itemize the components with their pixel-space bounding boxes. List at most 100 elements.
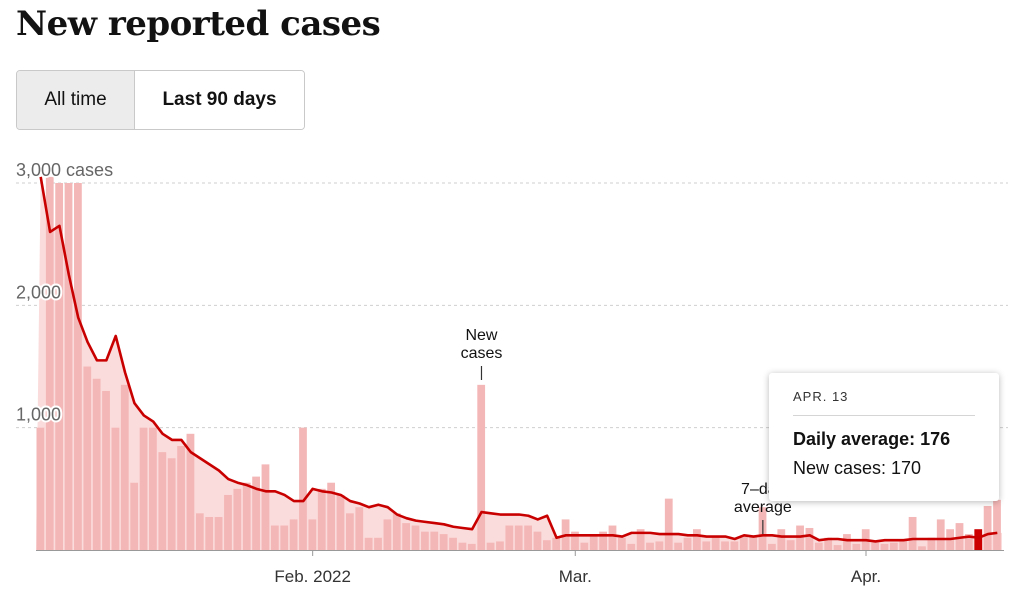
last-90-days-button[interactable]: Last 90 days xyxy=(134,71,304,129)
case-bar[interactable] xyxy=(364,537,373,550)
case-bar[interactable] xyxy=(664,498,673,550)
case-bar[interactable] xyxy=(983,505,992,550)
case-bar[interactable] xyxy=(149,427,157,550)
case-bar[interactable] xyxy=(449,537,457,550)
case-bar[interactable] xyxy=(814,542,823,550)
case-bar[interactable] xyxy=(383,519,392,550)
tooltip-divider xyxy=(793,415,975,416)
case-bar[interactable] xyxy=(496,541,504,550)
case-bar[interactable] xyxy=(524,525,532,550)
case-bar[interactable] xyxy=(552,537,561,550)
case-bar[interactable] xyxy=(674,542,683,550)
case-bar[interactable] xyxy=(430,531,439,550)
case-bar[interactable] xyxy=(580,542,589,550)
case-bar[interactable] xyxy=(458,542,467,550)
case-bar[interactable] xyxy=(130,482,139,550)
case-bar[interactable] xyxy=(195,513,204,550)
case-bar[interactable] xyxy=(739,535,748,550)
case-bar[interactable] xyxy=(270,525,279,550)
case-bar[interactable] xyxy=(477,384,486,550)
case-bar[interactable] xyxy=(224,494,232,550)
case-bar[interactable] xyxy=(880,543,889,550)
case-bar[interactable] xyxy=(702,541,711,550)
case-bar[interactable] xyxy=(871,542,879,550)
case-bar[interactable] xyxy=(392,513,401,550)
case-bar[interactable] xyxy=(749,535,758,550)
case-bar[interactable] xyxy=(693,529,701,550)
case-bar[interactable] xyxy=(974,529,983,550)
case-bar[interactable] xyxy=(627,543,636,550)
case-bar[interactable] xyxy=(36,427,45,550)
case-bar[interactable] xyxy=(636,529,645,550)
case-bar[interactable] xyxy=(317,488,326,550)
case-bar[interactable] xyxy=(158,452,167,550)
all-time-button[interactable]: All time xyxy=(17,71,134,129)
case-bar[interactable] xyxy=(45,176,54,550)
case-bar[interactable] xyxy=(186,433,195,550)
case-bar[interactable] xyxy=(889,542,898,550)
case-bar[interactable] xyxy=(55,183,64,550)
case-bar[interactable] xyxy=(177,446,185,550)
case-bar[interactable] xyxy=(683,537,692,550)
case-bar[interactable] xyxy=(608,525,617,550)
case-bar[interactable] xyxy=(542,540,551,550)
case-bar[interactable] xyxy=(927,537,936,550)
case-bar[interactable] xyxy=(786,540,795,550)
case-bar[interactable] xyxy=(308,519,317,550)
case-bar[interactable] xyxy=(768,543,776,550)
case-bar[interactable] xyxy=(617,537,626,550)
case-bar[interactable] xyxy=(411,525,420,550)
case-bar[interactable] xyxy=(730,541,739,550)
case-bar[interactable] xyxy=(402,523,411,550)
case-bar[interactable] xyxy=(299,427,307,550)
case-bar[interactable] xyxy=(120,384,129,550)
case-bar[interactable] xyxy=(533,531,542,550)
case-bar[interactable] xyxy=(514,525,523,550)
case-bar[interactable] xyxy=(721,541,729,550)
case-bar[interactable] xyxy=(355,507,364,550)
case-bar[interactable] xyxy=(374,537,382,550)
case-bar[interactable] xyxy=(899,540,908,550)
case-bar[interactable] xyxy=(711,537,720,550)
case-bar[interactable] xyxy=(918,546,926,550)
case-bar[interactable] xyxy=(505,525,514,550)
case-bar[interactable] xyxy=(805,527,814,550)
case-bar[interactable] xyxy=(777,529,786,550)
case-bar[interactable] xyxy=(252,476,260,550)
case-bar[interactable] xyxy=(646,542,654,550)
case-bar[interactable] xyxy=(327,482,336,550)
case-bar[interactable] xyxy=(92,378,101,550)
case-bar[interactable] xyxy=(439,534,448,550)
case-bar[interactable] xyxy=(74,183,82,550)
case-bar[interactable] xyxy=(242,482,251,550)
case-bar[interactable] xyxy=(486,542,495,550)
case-bar[interactable] xyxy=(102,390,110,550)
case-bar[interactable] xyxy=(824,537,833,550)
case-bar[interactable] xyxy=(852,543,861,550)
case-bar[interactable] xyxy=(214,516,223,550)
case-bar[interactable] xyxy=(83,366,92,551)
case-bar[interactable] xyxy=(280,525,289,550)
case-bar[interactable] xyxy=(64,183,73,550)
case-bar[interactable] xyxy=(345,513,354,550)
case-bar[interactable] xyxy=(571,531,579,550)
case-bar[interactable] xyxy=(993,499,1001,550)
case-bar[interactable] xyxy=(908,516,917,550)
case-bar[interactable] xyxy=(139,427,148,550)
case-bar[interactable] xyxy=(655,541,664,550)
case-bar[interactable] xyxy=(843,534,851,550)
case-bar[interactable] xyxy=(833,545,842,550)
case-bar[interactable] xyxy=(964,534,973,550)
case-bar[interactable] xyxy=(205,516,214,550)
case-bar[interactable] xyxy=(936,519,945,550)
case-bar[interactable] xyxy=(421,531,429,550)
case-bar[interactable] xyxy=(289,519,298,550)
case-bar[interactable] xyxy=(467,543,476,550)
case-bar[interactable] xyxy=(261,464,270,550)
case-bar[interactable] xyxy=(336,494,345,550)
case-bar[interactable] xyxy=(167,458,176,550)
case-bar[interactable] xyxy=(233,488,242,550)
case-bar[interactable] xyxy=(589,535,598,550)
case-bar[interactable] xyxy=(599,531,607,550)
case-bar[interactable] xyxy=(111,427,120,550)
